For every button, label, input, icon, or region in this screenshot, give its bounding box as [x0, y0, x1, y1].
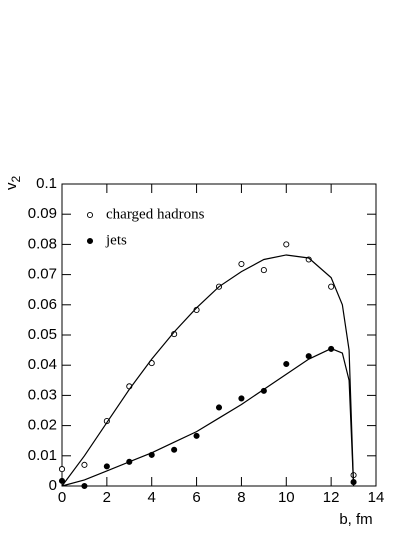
y-tick-label: 0.07 [28, 266, 57, 283]
x-axis-label: b, fm [339, 511, 372, 528]
y-tick-label: 0.1 [36, 175, 57, 192]
y-axis-label-main: v [3, 182, 20, 190]
plot-frame [61, 183, 377, 487]
data-point [81, 461, 88, 468]
data-point [81, 482, 88, 490]
legend-label: charged hadrons [106, 206, 205, 222]
x-tick-label: 2 [103, 489, 111, 506]
legend-label: jets [105, 232, 127, 248]
x-tick-label: 0 [58, 489, 66, 506]
y-tick-label: 0.05 [28, 326, 57, 343]
y-tick-label: 0.02 [28, 417, 57, 434]
data-point [238, 395, 245, 402]
x-tick-label: 4 [148, 489, 156, 506]
y-tick-label: 0 [49, 477, 57, 494]
fit-curve [61, 347, 355, 487]
data-point [283, 360, 290, 368]
data-point [58, 466, 66, 473]
y-tick-label: 0.03 [28, 386, 57, 403]
data-point [283, 241, 290, 248]
y-tick-label: 0.01 [28, 447, 57, 464]
x-tick-label: 12 [323, 489, 340, 506]
y-tick-label: 0.06 [28, 296, 57, 313]
x-tick-label: 8 [237, 489, 245, 506]
x-tick-label: 10 [278, 489, 295, 506]
y-axis-label-sub: 2 [9, 176, 23, 183]
legend-marker [86, 211, 94, 219]
data-point [58, 477, 66, 484]
x-tick-label: 14 [368, 489, 385, 506]
x-tick-label: 6 [192, 489, 200, 506]
y-tick-label: 0.04 [28, 356, 57, 373]
fit-curve [61, 254, 355, 487]
data-point [260, 267, 267, 274]
data-point [193, 432, 200, 439]
legend-marker [86, 237, 94, 245]
data-point [238, 260, 245, 268]
data-point [215, 404, 223, 411]
y-axis-label: v2 [3, 176, 23, 191]
data-point [103, 463, 110, 470]
y-tick-label: 0.08 [28, 235, 57, 252]
data-point [171, 446, 178, 453]
data-point [328, 283, 335, 290]
y-tick-label: 0.09 [28, 205, 57, 222]
